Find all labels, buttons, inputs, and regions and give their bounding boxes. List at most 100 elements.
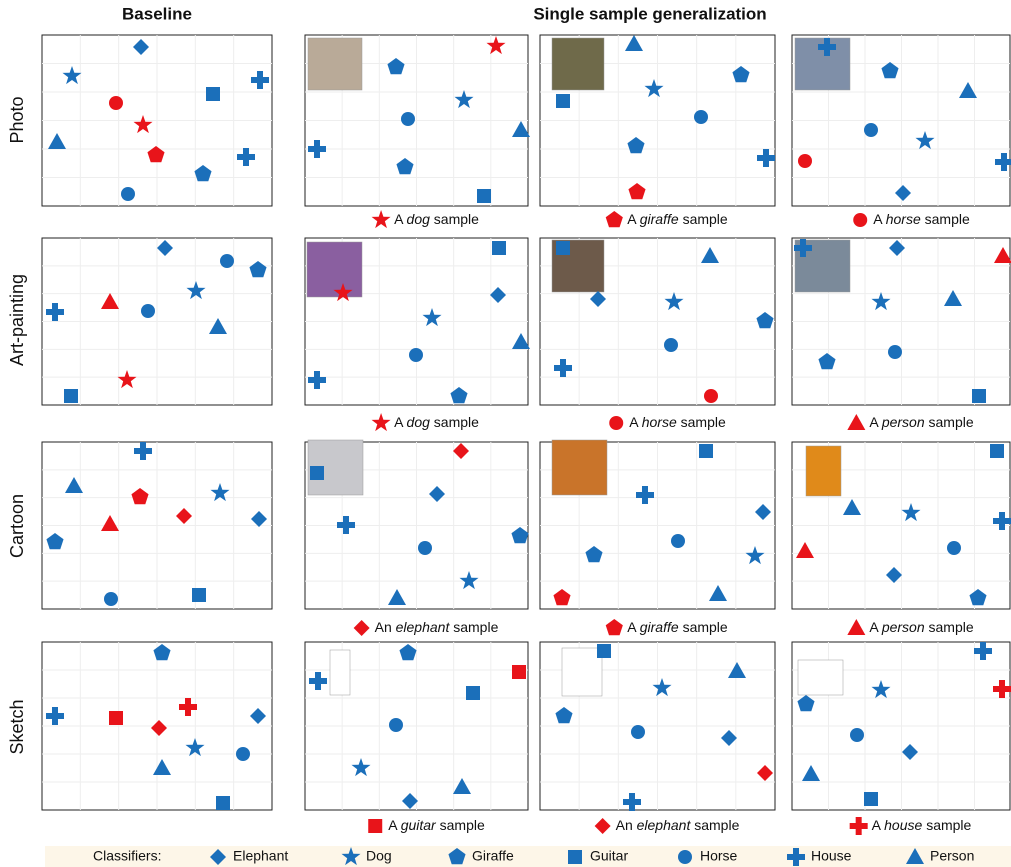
- legend-label: Dog: [366, 848, 392, 864]
- marker: [944, 290, 962, 306]
- marker: [176, 508, 192, 524]
- marker: [701, 247, 719, 263]
- marker: [194, 165, 212, 182]
- caption-marker: [353, 620, 370, 636]
- caption-article: A: [627, 619, 637, 635]
- caption-class: dog: [407, 414, 431, 430]
- caption-marker: [368, 819, 383, 833]
- caption: An elephant sample: [375, 619, 499, 635]
- marker: [798, 154, 812, 168]
- caption: A giraffe sample: [627, 619, 728, 635]
- marker: [62, 66, 82, 85]
- sample-image: [797, 659, 844, 696]
- caption-class: guitar: [401, 817, 437, 833]
- marker: [486, 36, 506, 55]
- marker: [995, 153, 1011, 171]
- marker: [65, 477, 83, 493]
- caption: An elephant sample: [616, 817, 740, 833]
- sample-image: [805, 445, 842, 497]
- caption-rest: sample: [434, 414, 479, 430]
- caption-article: A: [872, 817, 882, 833]
- marker: [721, 730, 737, 746]
- marker: [179, 698, 197, 716]
- marker: [625, 35, 643, 51]
- legend-label: Giraffe: [472, 848, 514, 864]
- marker: [453, 443, 469, 459]
- marker: [466, 686, 480, 700]
- marker: [388, 589, 406, 605]
- marker: [216, 796, 230, 810]
- marker: [133, 39, 149, 55]
- marker: [402, 793, 418, 809]
- caption-class: person: [881, 619, 925, 635]
- marker: [757, 765, 773, 781]
- row-label: Cartoon: [7, 494, 27, 558]
- marker: [459, 571, 479, 590]
- marker: [210, 483, 230, 502]
- marker: [151, 720, 167, 736]
- caption-rest: sample: [929, 619, 974, 635]
- marker: [133, 115, 153, 134]
- marker: [192, 588, 206, 602]
- marker: [206, 87, 220, 101]
- legend-band: [45, 846, 1011, 867]
- caption-article: A: [873, 211, 883, 227]
- caption-marker: [847, 414, 866, 430]
- marker: [556, 241, 570, 255]
- legend-label: Person: [930, 848, 974, 864]
- marker: [947, 541, 961, 555]
- caption-marker: [594, 818, 611, 834]
- marker: [153, 759, 171, 775]
- caption-marker: [853, 213, 868, 227]
- marker: [664, 338, 678, 352]
- marker: [628, 183, 646, 200]
- marker: [915, 131, 935, 150]
- marker: [902, 744, 918, 760]
- marker: [310, 466, 324, 480]
- marker: [396, 158, 414, 175]
- legend-label: Elephant: [233, 848, 288, 864]
- marker: [308, 371, 326, 389]
- sample-image: [551, 439, 608, 496]
- marker: [623, 793, 641, 811]
- caption-rest: sample: [453, 619, 498, 635]
- caption-marker: [371, 413, 391, 432]
- caption-rest: sample: [694, 817, 739, 833]
- sample-image: [307, 37, 363, 91]
- marker: [209, 318, 227, 334]
- marker: [627, 137, 645, 154]
- marker: [871, 292, 891, 311]
- legend-marker: [568, 850, 582, 864]
- marker: [409, 348, 423, 362]
- marker: [512, 121, 530, 137]
- legend-label: Guitar: [590, 848, 628, 864]
- marker: [337, 516, 355, 534]
- marker: [351, 758, 371, 777]
- marker: [652, 678, 672, 697]
- marker: [974, 642, 992, 660]
- marker: [237, 148, 255, 166]
- caption-marker: [847, 619, 866, 635]
- marker: [236, 747, 250, 761]
- marker: [46, 533, 64, 550]
- caption-article: An: [616, 817, 633, 833]
- legend-title: Classifiers:: [93, 848, 161, 864]
- marker: [46, 303, 64, 321]
- caption: A person sample: [869, 414, 974, 430]
- marker: [490, 287, 506, 303]
- column-header: Baseline: [122, 4, 192, 23]
- caption-rest: sample: [929, 414, 974, 430]
- marker: [990, 444, 1004, 458]
- marker: [745, 546, 765, 565]
- marker: [46, 707, 64, 725]
- legend-label: Horse: [700, 848, 738, 864]
- caption: A house sample: [872, 817, 972, 833]
- marker: [636, 486, 654, 504]
- marker: [901, 503, 921, 522]
- marker: [585, 546, 603, 563]
- marker: [512, 665, 526, 679]
- marker: [802, 765, 820, 781]
- marker: [104, 592, 118, 606]
- caption-class: elephant: [396, 619, 451, 635]
- marker: [555, 707, 573, 724]
